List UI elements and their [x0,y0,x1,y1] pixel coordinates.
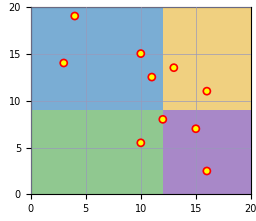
Point [62,61,66,65]
Point [205,89,209,93]
Point [205,89,209,93]
Point [150,75,154,79]
Bar [31,110,163,194]
Point [161,118,165,121]
Point [139,52,143,55]
Point [62,61,66,65]
Point [172,66,176,69]
Point [161,118,165,121]
Point [205,169,209,173]
Bar [163,110,251,194]
Point [172,66,176,69]
Point [139,141,143,145]
Point [139,52,143,55]
Point [73,14,77,18]
Point [73,14,77,18]
Point [205,169,209,173]
Point [150,75,154,79]
Point [194,127,198,130]
Bar [163,7,251,110]
Point [139,141,143,145]
Point [194,127,198,130]
Bar [31,7,163,110]
